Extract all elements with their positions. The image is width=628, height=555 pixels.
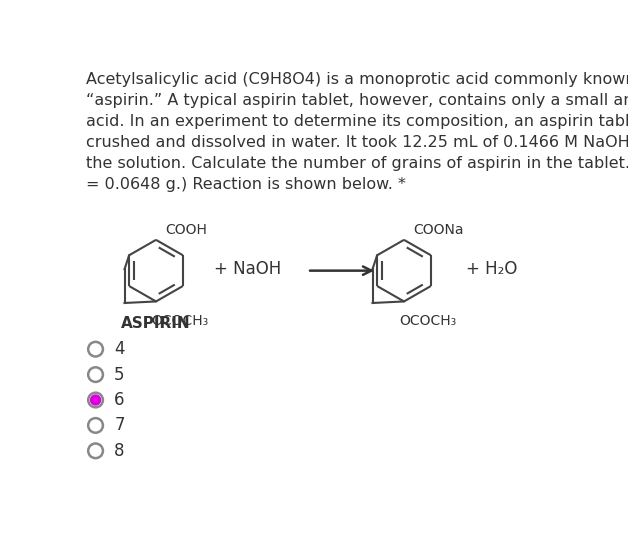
Text: ASPIRIN: ASPIRIN <box>121 315 191 331</box>
Text: 6: 6 <box>114 391 124 409</box>
Text: 4: 4 <box>114 340 124 358</box>
Text: 5: 5 <box>114 366 124 384</box>
Text: + NaOH: + NaOH <box>214 260 281 278</box>
Text: + H₂O: + H₂O <box>466 260 517 278</box>
Text: COOH: COOH <box>165 223 207 237</box>
Text: OCOCH₃: OCOCH₃ <box>151 314 208 328</box>
Text: 7: 7 <box>114 416 124 435</box>
Text: 8: 8 <box>114 442 124 460</box>
Circle shape <box>90 395 100 405</box>
Text: COONa: COONa <box>413 223 464 237</box>
Text: OCOCH₃: OCOCH₃ <box>399 314 457 328</box>
Text: Acetylsalicylic acid (C9H8O4) is a monoprotic acid commonly known as
“aspirin.” : Acetylsalicylic acid (C9H8O4) is a monop… <box>86 72 628 192</box>
